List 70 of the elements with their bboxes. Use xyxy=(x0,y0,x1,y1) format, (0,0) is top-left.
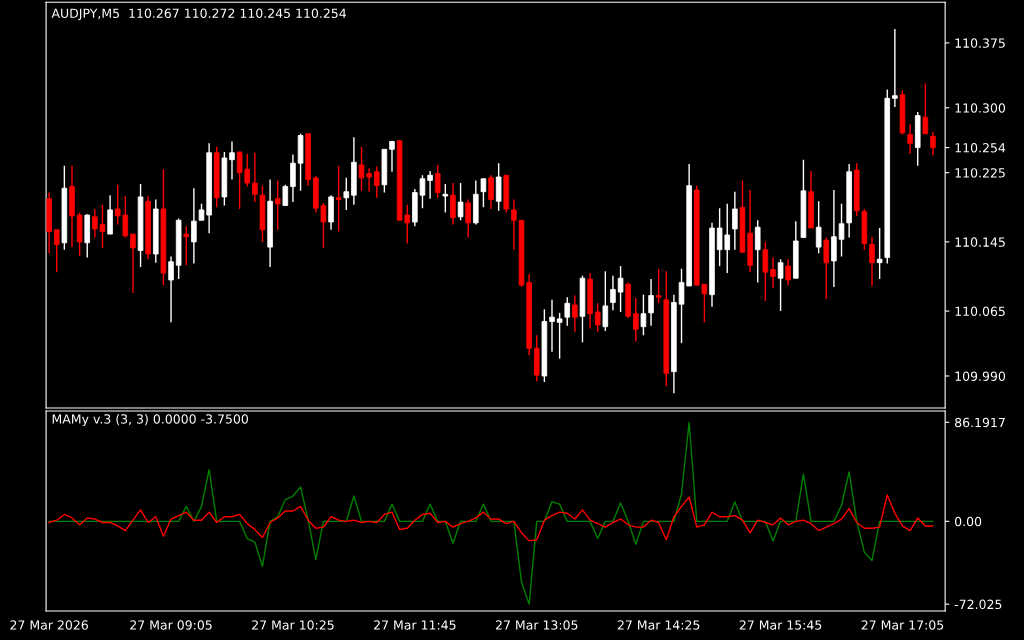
candlestick xyxy=(648,278,654,327)
candlestick xyxy=(480,178,487,208)
candlestick xyxy=(130,233,136,294)
candlestick xyxy=(770,256,776,289)
candlestick xyxy=(892,28,898,108)
candlestick xyxy=(488,174,494,210)
candlestick xyxy=(183,225,190,266)
candlestick xyxy=(434,164,441,199)
candlestick xyxy=(907,123,913,155)
x-tick-label: 27 Mar 15:45 xyxy=(739,620,822,630)
candlestick xyxy=(457,182,464,221)
y-tick-label: 0.00 xyxy=(955,516,982,527)
candlestick xyxy=(549,299,555,353)
y-tick-label: 110.145 xyxy=(955,237,1005,247)
candlestick xyxy=(633,297,639,343)
x-tick-label: 27 Mar 10:25 xyxy=(252,620,334,630)
candlestick xyxy=(373,165,380,199)
candlestick xyxy=(465,198,471,239)
line-series xyxy=(48,494,934,542)
candlestick xyxy=(450,182,456,226)
candlestick xyxy=(252,152,258,203)
y-tick-label: -72.025 xyxy=(954,599,1002,610)
y-tick-label: 110.300 xyxy=(955,103,1006,113)
candlestick xyxy=(168,255,174,324)
chart-title: MAMy v.3 (3, 3) 0.0000 -3.7500 xyxy=(52,414,248,427)
candlestick xyxy=(53,229,60,273)
candlestick xyxy=(556,312,563,360)
candlestick xyxy=(930,131,936,157)
candlestick xyxy=(655,268,662,305)
candlestick xyxy=(274,179,281,231)
x-tick-label: 27 Mar 13:05 xyxy=(495,620,578,630)
candlestick xyxy=(335,165,342,233)
candlestick xyxy=(754,219,761,284)
candlestick xyxy=(290,153,296,203)
candlestick xyxy=(564,296,571,327)
candlestick xyxy=(511,198,517,251)
y-tick-label: 110.225 xyxy=(955,168,1005,178)
candlestick xyxy=(282,184,289,207)
y-tick-label: 109.990 xyxy=(955,371,1006,381)
y-tick-label: 110.375 xyxy=(955,38,1005,48)
candlestick xyxy=(617,265,624,313)
candlestick xyxy=(640,293,647,337)
candlestick xyxy=(442,183,449,214)
x-tick-label: 27 Mar 11:45 xyxy=(374,620,456,630)
candlestick xyxy=(389,139,395,173)
x-tick-label: 27 Mar 2026 xyxy=(10,620,88,630)
candlestick xyxy=(732,191,738,251)
candlestick xyxy=(869,236,875,287)
x-tick-label: 27 Mar 14:25 xyxy=(617,620,700,630)
candlestick xyxy=(572,294,578,333)
y-tick-label: 86.1917 xyxy=(955,417,1005,428)
x-tick-label: 27 Mar 17:05 xyxy=(861,620,944,630)
chart-title: AUDJPY,M5 110.267 110.272 110.245 110.254 xyxy=(51,8,347,21)
candlestick xyxy=(762,241,769,302)
x-tick-label: 27 Mar 09:05 xyxy=(130,620,212,630)
candlestick xyxy=(777,258,784,312)
y-tick-label: 110.254 xyxy=(955,143,1006,153)
candlestick xyxy=(876,227,883,280)
candlestick xyxy=(427,170,433,200)
candlestick xyxy=(815,200,822,254)
candlestick xyxy=(823,236,830,300)
candlestick xyxy=(191,187,197,265)
candlestick xyxy=(922,82,929,135)
candlestick xyxy=(229,140,235,181)
candlestick xyxy=(610,274,616,311)
candlestick xyxy=(602,270,609,332)
candlestick xyxy=(343,177,350,211)
y-tick-label: 110.065 xyxy=(955,306,1005,317)
candlestick xyxy=(785,258,791,286)
candlestick xyxy=(594,302,601,333)
